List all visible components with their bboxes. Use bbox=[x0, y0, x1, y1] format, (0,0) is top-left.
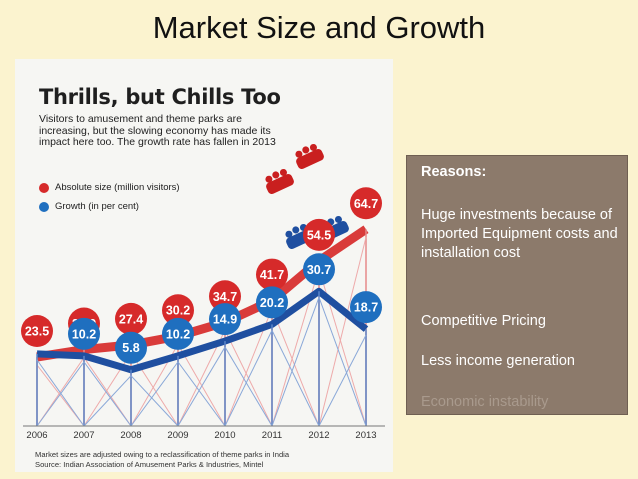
legend-growth: Growth (in per cent) bbox=[39, 201, 139, 212]
red-point-2012 bbox=[303, 218, 335, 251]
x-tick-label-2010: 2010 bbox=[214, 430, 235, 441]
reasons-box: Reasons: Huge investments because of Imp… bbox=[406, 155, 628, 415]
legend-growth-label: Growth (in per cent) bbox=[55, 201, 139, 212]
red-value-label-2013: 64.7 bbox=[354, 197, 378, 211]
blue-point-2013 bbox=[350, 291, 382, 324]
blue-brace-a-3 bbox=[177, 361, 226, 427]
x-tick-label-2008: 2008 bbox=[120, 430, 141, 441]
legend-absolute-size: Absolute size (million visitors) bbox=[39, 182, 180, 193]
reason-item-pricing: Competitive Pricing bbox=[421, 313, 546, 329]
reason-item-investments: Huge investments because of Imported Equ… bbox=[421, 207, 618, 261]
blue-brace-a-6 bbox=[318, 297, 367, 427]
blue-brace-b-3 bbox=[177, 346, 226, 427]
infographic-source: Source: Indian Association of Amusement … bbox=[35, 460, 264, 469]
blue-value-label-2007: 10.2 bbox=[72, 327, 96, 341]
blue-point-2007 bbox=[68, 317, 100, 350]
x-tick-label-2009: 2009 bbox=[167, 430, 188, 441]
blue-brace-b-0 bbox=[36, 361, 85, 427]
red-brace-a-3 bbox=[177, 343, 226, 427]
blue-point-2012 bbox=[303, 253, 335, 286]
red-value-label-2009: 30.2 bbox=[166, 304, 190, 318]
legend-red-dot-icon bbox=[39, 182, 49, 193]
red-value-label-2008: 27.4 bbox=[119, 312, 143, 326]
red-point-2009 bbox=[162, 294, 194, 327]
blue-brace-a-4 bbox=[224, 346, 273, 427]
infographic-panel: 23.525.927.430.234.741.754.564.710.25.81… bbox=[15, 59, 393, 472]
x-tick-label-2006: 2006 bbox=[26, 430, 47, 441]
x-tick-label-2012: 2012 bbox=[308, 430, 329, 441]
red-value-label-2010: 34.7 bbox=[213, 290, 237, 304]
slide-title: Market Size and Growth bbox=[152, 10, 486, 45]
blue-value-label-2010: 14.9 bbox=[213, 313, 237, 327]
blue-brace-b-6 bbox=[318, 334, 367, 427]
infographic-footnote: Market sizes are adjusted owing to a rec… bbox=[35, 450, 290, 459]
infographic-title: Thrills, but Chills Too bbox=[39, 85, 281, 109]
legend-absolute-size-label: Absolute size (million visitors) bbox=[55, 182, 180, 193]
x-tick-label-2007: 2007 bbox=[73, 430, 94, 441]
red-value-label-2012: 54.5 bbox=[307, 228, 331, 242]
red-car-icon-1 bbox=[265, 168, 294, 195]
red-value-label-2006: 23.5 bbox=[25, 325, 49, 339]
blue-value-label-2011: 20.2 bbox=[260, 296, 284, 310]
red-car-icon-2 bbox=[295, 143, 324, 170]
blue-brace-b-1 bbox=[83, 375, 132, 427]
red-value-label-2011: 41.7 bbox=[260, 268, 284, 282]
blue-point-2010 bbox=[209, 303, 241, 336]
chart-area: 23.525.927.430.234.741.754.564.710.25.81… bbox=[21, 143, 385, 441]
blue-brace-a-0 bbox=[36, 359, 85, 427]
blue-brace-a-5 bbox=[271, 330, 320, 427]
red-brace-b-6 bbox=[318, 237, 367, 427]
blue-track-line bbox=[36, 287, 369, 374]
blue-value-label-2013: 18.7 bbox=[354, 301, 378, 315]
blue-brace-a-1 bbox=[83, 361, 132, 427]
reason-item-economy: Economic instability bbox=[421, 394, 549, 410]
blue-brace-b-2 bbox=[130, 361, 179, 427]
red-point-2010 bbox=[209, 280, 241, 313]
blue-value-label-2009: 10.2 bbox=[166, 327, 190, 341]
blue-value-label-2008: 5.8 bbox=[122, 341, 139, 355]
blue-value-label-2012: 30.7 bbox=[307, 263, 331, 277]
red-point-2006 bbox=[21, 315, 53, 347]
legend-blue-dot-icon bbox=[39, 201, 49, 212]
blue-brace-a-2 bbox=[130, 375, 179, 427]
reason-item-income: Less income generation bbox=[421, 353, 575, 369]
red-point-2008 bbox=[115, 302, 147, 335]
red-brace-a-5 bbox=[271, 308, 320, 427]
blue-point-2011 bbox=[256, 286, 288, 319]
red-point-2011 bbox=[256, 258, 288, 291]
reasons-title: Reasons: bbox=[421, 164, 487, 180]
blue-point-2009 bbox=[162, 317, 194, 350]
blue-brace-b-5 bbox=[271, 297, 320, 427]
red-brace-a-6 bbox=[318, 268, 367, 427]
x-tick-label-2013: 2013 bbox=[355, 430, 376, 441]
blue-point-2008 bbox=[115, 331, 147, 364]
x-tick-label-2011: 2011 bbox=[262, 430, 282, 441]
red-point-2013 bbox=[350, 187, 382, 220]
infographic-description: Visitors to amusement and theme parks ar… bbox=[39, 113, 276, 148]
blue-brace-b-4 bbox=[224, 330, 273, 427]
